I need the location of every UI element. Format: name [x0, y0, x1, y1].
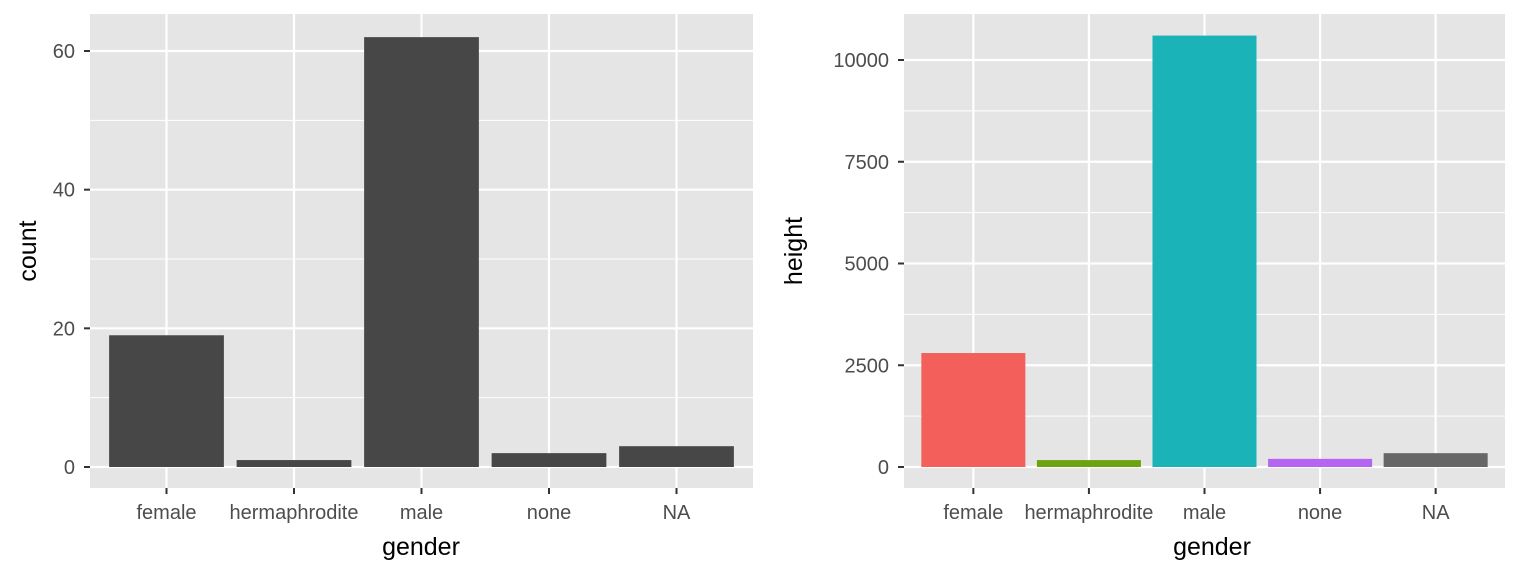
y-axis-title: count	[14, 220, 42, 281]
bar-hermaphrodite	[1036, 460, 1141, 467]
x-axis-title: gender	[1173, 533, 1251, 561]
x-axis-title: gender	[382, 533, 460, 561]
y-tick-label: 40	[53, 180, 75, 202]
bar-none	[491, 453, 607, 467]
bar-na	[619, 446, 734, 467]
x-tick-label: hermaphrodite	[230, 502, 359, 524]
bar-female	[921, 353, 1026, 467]
y-tick-label: 60	[53, 41, 75, 63]
x-tick-label: none	[527, 502, 572, 524]
bar-na	[1383, 453, 1488, 467]
x-tick-label: female	[943, 502, 1003, 524]
chart-panel-1: 0 20 40 60 female hermaphrodite male none NA gend…	[14, 14, 753, 561]
y-axis-title: height	[780, 217, 808, 285]
bar-hermaphrodite	[236, 460, 352, 467]
x-tick-label: NA	[663, 502, 691, 524]
x-tick-label: female	[136, 502, 196, 524]
y-tick-label: 10000	[833, 50, 889, 72]
y-tick-label: 2500	[845, 355, 890, 377]
chart-panel-2: 0 2500 5000 7500 10000 female hermaphrodite mal…	[780, 14, 1505, 561]
bar-female	[109, 335, 224, 467]
y-tick-label: 20	[53, 318, 75, 340]
y-tick-label: 7500	[845, 152, 890, 174]
x-tick-label: none	[1298, 502, 1343, 524]
bar-male	[364, 37, 479, 468]
y-tick-label: 0	[64, 457, 75, 479]
x-tick-label: male	[1183, 502, 1226, 524]
bar-none	[1268, 458, 1373, 467]
bar-male	[1152, 35, 1257, 468]
x-tick-label: hermaphrodite	[1024, 502, 1153, 524]
x-tick-label: male	[400, 502, 443, 524]
y-tick-label: 5000	[845, 254, 890, 276]
y-tick-label: 0	[878, 457, 889, 479]
x-tick-label: NA	[1422, 502, 1450, 524]
